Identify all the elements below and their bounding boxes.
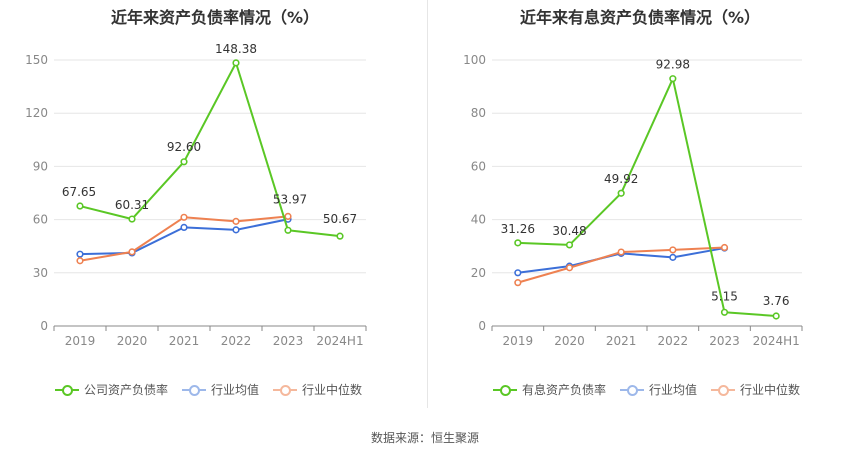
legend-label: 公司资产负债率 bbox=[84, 383, 169, 397]
legend-item-industry-mean[interactable]: 行业均值 bbox=[182, 381, 259, 398]
legend-item-interest-ratio[interactable]: 有息资产负债率 bbox=[493, 381, 606, 398]
data-label: 49.92 bbox=[604, 172, 638, 186]
y-tick-label: 90 bbox=[33, 159, 48, 173]
data-label: 30.48 bbox=[552, 224, 586, 238]
y-tick-label: 40 bbox=[471, 213, 486, 227]
industry-median-series-point bbox=[232, 217, 240, 225]
industry-mean-series-point bbox=[180, 223, 188, 232]
y-tick-label: 120 bbox=[25, 106, 48, 120]
x-tick-label: 2020 bbox=[117, 334, 148, 348]
data-source-note: 数据来源：恒生聚源 bbox=[370, 431, 479, 445]
y-tick-label: 150 bbox=[25, 53, 48, 67]
legend-label: 行业均值 bbox=[211, 383, 260, 397]
x-tick-label: 2019 bbox=[65, 334, 96, 348]
legend-item-company-ratio[interactable]: 公司资产负债率 bbox=[55, 381, 168, 398]
data-label: 3.76 bbox=[763, 294, 790, 308]
company-series-point bbox=[284, 226, 292, 234]
company-series-line bbox=[79, 61, 341, 238]
data-label: 148.38 bbox=[215, 42, 257, 56]
legend-item-industry-mean[interactable]: 行业均值 bbox=[620, 381, 697, 398]
data-label: 5.15 bbox=[711, 289, 738, 303]
legend-item-industry-median[interactable]: 行业中位数 bbox=[273, 381, 362, 398]
data-label: 50.67 bbox=[323, 212, 357, 226]
left-chart-title: 近年来资产负债率情况（%） bbox=[110, 8, 320, 27]
company-series-point bbox=[720, 308, 729, 316]
y-tick-label: 0 bbox=[40, 319, 48, 333]
company-series-point bbox=[336, 232, 344, 240]
x-tick-label: 2024H1 bbox=[316, 334, 363, 348]
company-series-point bbox=[128, 215, 136, 223]
data-label: 31.26 bbox=[501, 222, 535, 236]
industry-median-series-point bbox=[617, 248, 625, 256]
industry-median-series-point bbox=[284, 212, 292, 221]
company-series-point bbox=[76, 202, 84, 210]
data-label: 92.60 bbox=[167, 140, 201, 154]
legend-swatch-green bbox=[493, 384, 517, 396]
chart-divider bbox=[427, 0, 428, 408]
industry-median-series-point bbox=[514, 279, 522, 287]
y-tick-label: 100 bbox=[463, 53, 486, 67]
legend-label: 有息资产负债率 bbox=[522, 383, 607, 397]
industry-median-series-point bbox=[565, 264, 574, 272]
x-tick-label: 2023 bbox=[709, 334, 740, 348]
x-tick-label: 2023 bbox=[273, 334, 304, 348]
company-series-point bbox=[232, 59, 240, 67]
x-tick-label: 2020 bbox=[554, 334, 585, 348]
company-series-point bbox=[514, 239, 522, 247]
legend-item-industry-median[interactable]: 行业中位数 bbox=[711, 381, 800, 398]
industry-mean-series-point bbox=[232, 226, 240, 234]
company-series-point bbox=[617, 189, 625, 197]
data-label: 67.65 bbox=[62, 185, 96, 199]
legend-swatch-blue bbox=[620, 384, 645, 396]
y-tick-label: 60 bbox=[471, 159, 486, 173]
x-tick-label: 2022 bbox=[221, 334, 252, 348]
x-tick-label: 2021 bbox=[169, 334, 200, 348]
y-tick-label: 30 bbox=[33, 266, 48, 280]
industry-median-series-point bbox=[76, 257, 84, 265]
legend-swatch-orange bbox=[711, 384, 736, 396]
company-series-point bbox=[669, 75, 677, 83]
right-chart-legend: 有息资产负债率 行业均值 行业中位数 bbox=[493, 381, 800, 398]
legend-swatch-orange bbox=[273, 384, 298, 396]
legend-swatch-blue bbox=[182, 384, 207, 396]
x-tick-label: 2019 bbox=[503, 334, 534, 348]
legend-swatch-green bbox=[55, 384, 79, 396]
industry-median-series-point bbox=[669, 246, 677, 254]
company-series-point bbox=[565, 241, 574, 249]
x-tick-label: 2024H1 bbox=[753, 334, 800, 348]
company-series-point bbox=[180, 158, 188, 166]
industry-mean-series-point bbox=[76, 250, 84, 258]
industry-mean-series-point bbox=[669, 253, 677, 261]
legend-label: 行业中位数 bbox=[302, 383, 363, 397]
x-tick-label: 2022 bbox=[658, 334, 689, 348]
y-tick-label: 60 bbox=[33, 213, 48, 227]
industry-median-series-point bbox=[720, 243, 729, 252]
legend-label: 行业均值 bbox=[649, 383, 698, 397]
y-tick-label: 20 bbox=[471, 266, 486, 280]
left-chart-legend: 公司资产负债率 行业均值 行业中位数 bbox=[55, 381, 362, 398]
data-label: 53.97 bbox=[273, 192, 307, 206]
industry-median-series-point bbox=[180, 213, 188, 221]
y-tick-label: 0 bbox=[478, 319, 486, 333]
right-chart-title: 近年来有息资产负债率情况（%） bbox=[519, 8, 761, 27]
company-series-point bbox=[772, 312, 780, 320]
industry-mean-series-point bbox=[514, 269, 522, 277]
industry-median-series-point bbox=[128, 248, 136, 256]
legend-label: 行业中位数 bbox=[740, 383, 801, 397]
data-label: 60.31 bbox=[115, 198, 149, 212]
data-label: 92.98 bbox=[656, 58, 690, 72]
company-series-line bbox=[517, 77, 777, 317]
y-tick-label: 80 bbox=[471, 106, 486, 120]
x-tick-label: 2021 bbox=[606, 334, 637, 348]
